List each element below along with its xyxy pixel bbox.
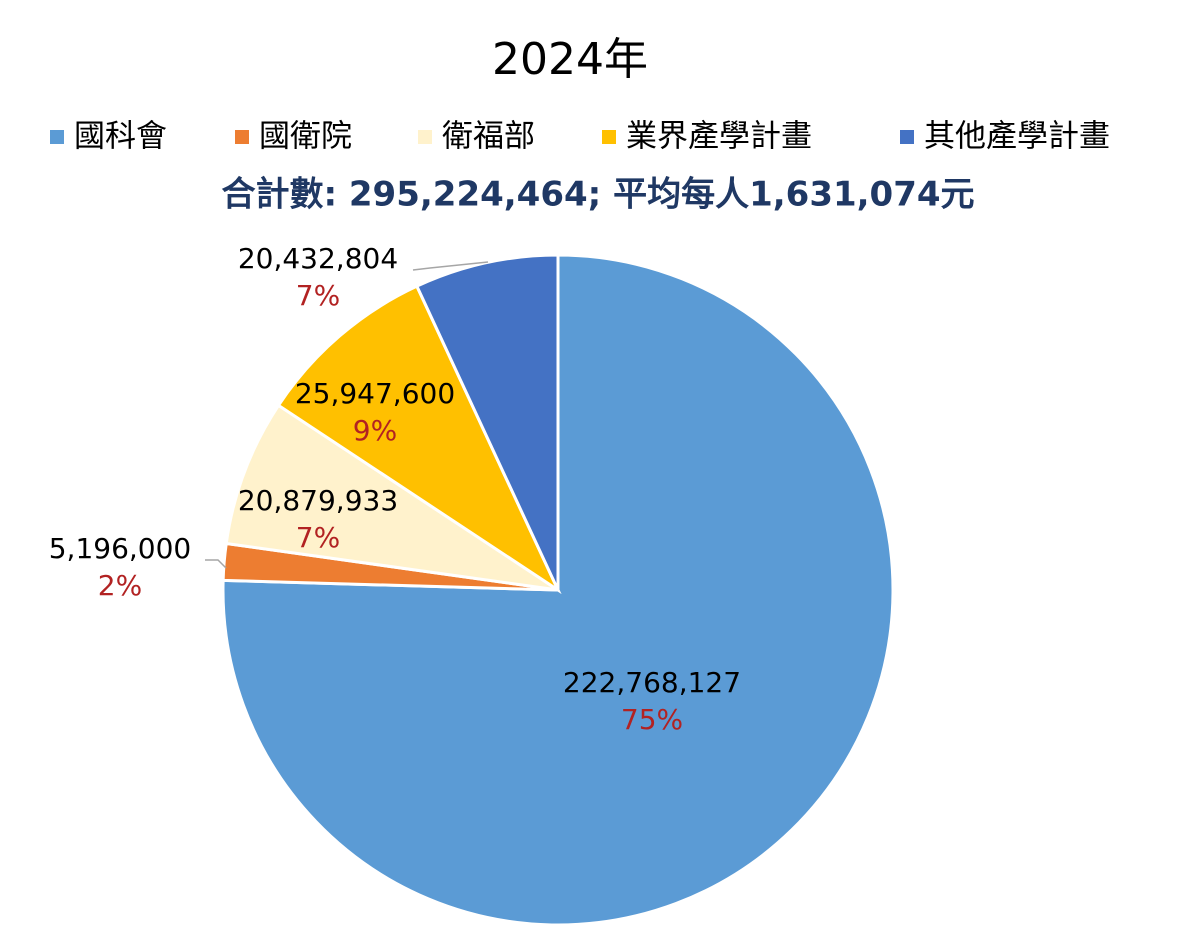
legend-label: 衛福部 <box>442 119 535 155</box>
legend-swatch <box>418 130 432 144</box>
value-label: 5,196,000 <box>49 532 192 565</box>
value-label: 222,768,127 <box>563 666 741 699</box>
legend-label: 國衛院 <box>259 119 352 155</box>
leader-line <box>205 559 227 569</box>
pie-slice <box>276 284 562 595</box>
value-label: 25,947,600 <box>295 377 455 410</box>
legend-swatch <box>50 130 64 144</box>
legend-label: 業界產學計畫 <box>626 119 812 155</box>
leader-line <box>412 261 489 271</box>
percent-label: 75% <box>621 703 683 736</box>
chart-title: 2024年 <box>492 34 648 85</box>
percent-label: 7% <box>296 279 340 312</box>
legend-swatch <box>900 130 914 144</box>
percent-label: 7% <box>296 521 340 554</box>
legend-label: 國科會 <box>74 119 167 155</box>
percent-label: 9% <box>353 414 397 447</box>
legend-swatch <box>235 130 249 144</box>
chart-subtitle: 合計數: 295,224,464; 平均每人1,631,074元 <box>221 175 974 215</box>
legend-swatch <box>602 130 616 144</box>
value-label: 20,879,933 <box>238 484 398 517</box>
percent-label: 2% <box>98 569 142 602</box>
value-label: 20,432,804 <box>238 242 398 275</box>
pie-slice <box>224 403 559 592</box>
legend-label: 其他產學計畫 <box>924 119 1110 155</box>
